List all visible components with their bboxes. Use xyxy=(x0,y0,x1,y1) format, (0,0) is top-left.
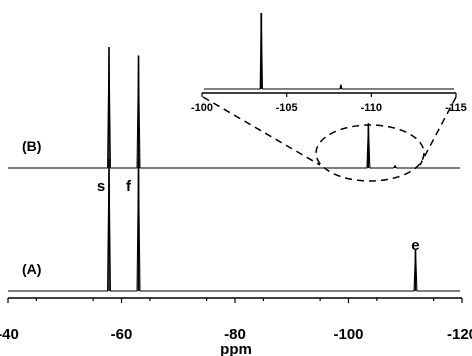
x-axis-label: ppm xyxy=(220,341,252,356)
x-tick-label: -80 xyxy=(224,326,246,343)
peak-label: e xyxy=(411,237,419,254)
x-tick-label: -120 xyxy=(447,326,472,343)
x-tick-label: -100 xyxy=(333,326,363,343)
inset-plot: -100 -105 -110 -115 xyxy=(191,12,467,182)
inset-trace xyxy=(204,12,454,90)
inset-tick-label: -115 xyxy=(445,102,466,114)
spectrum-trace xyxy=(8,158,460,292)
peak-label: f xyxy=(126,178,132,195)
zoom-connector-left xyxy=(202,96,321,166)
zoom-ellipse xyxy=(315,124,425,182)
spectrum-label: (A) xyxy=(22,261,41,277)
spectrum-trace xyxy=(8,46,460,169)
inset-tick-label: -105 xyxy=(276,102,298,114)
peak-label: s xyxy=(97,178,105,195)
x-tick-label: -40 xyxy=(0,326,19,343)
zoom-connector-right xyxy=(419,96,457,166)
x-tick-label: -60 xyxy=(111,326,133,343)
spectrum-label: (B) xyxy=(22,138,41,154)
inset-tick-label: -100 xyxy=(191,102,213,114)
main-plot: -40 -60 -80 -100 -120 (A) (B) s f e xyxy=(0,46,472,343)
inset-tick-label: -110 xyxy=(361,102,382,114)
